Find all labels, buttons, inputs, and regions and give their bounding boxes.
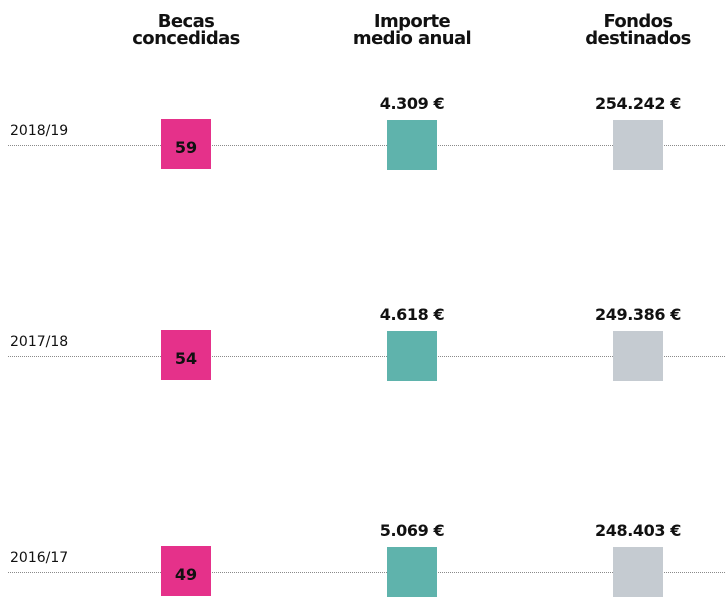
importe-value: 4.618 €	[379, 305, 445, 324]
importe-box	[387, 120, 437, 170]
importe-box	[387, 331, 437, 381]
row-divider	[8, 145, 725, 146]
header-line: concedidas	[132, 28, 240, 49]
column-header: Importe medio anual	[322, 11, 502, 49]
importe-value: 5.069 €	[379, 521, 445, 540]
fondos-box	[613, 120, 663, 170]
fondos-value: 248.403 €	[595, 521, 681, 540]
header-line: Importe	[373, 11, 451, 32]
year-label: 2016/17	[10, 550, 69, 566]
header-line: Becas	[157, 11, 215, 32]
header-line: Fondos	[603, 11, 673, 32]
becas-box: 49	[161, 546, 211, 596]
fondos-box	[613, 547, 663, 597]
header-line: destinados	[585, 28, 691, 49]
becas-box: 54	[161, 330, 211, 380]
importe-value: 4.309 €	[379, 94, 445, 113]
column-header: Fondos destinados	[548, 11, 725, 49]
year-label: 2017/18	[10, 334, 69, 350]
fondos-box	[613, 331, 663, 381]
year-label: 2018/19	[10, 123, 69, 139]
fondos-value: 249.386 €	[595, 305, 681, 324]
column-header: Becas concedidas	[96, 11, 276, 49]
header-line: medio anual	[352, 28, 472, 49]
importe-box	[387, 547, 437, 597]
becas-box: 59	[161, 119, 211, 169]
row-divider	[8, 356, 725, 357]
row-divider	[8, 572, 725, 573]
fondos-value: 254.242 €	[595, 94, 681, 113]
